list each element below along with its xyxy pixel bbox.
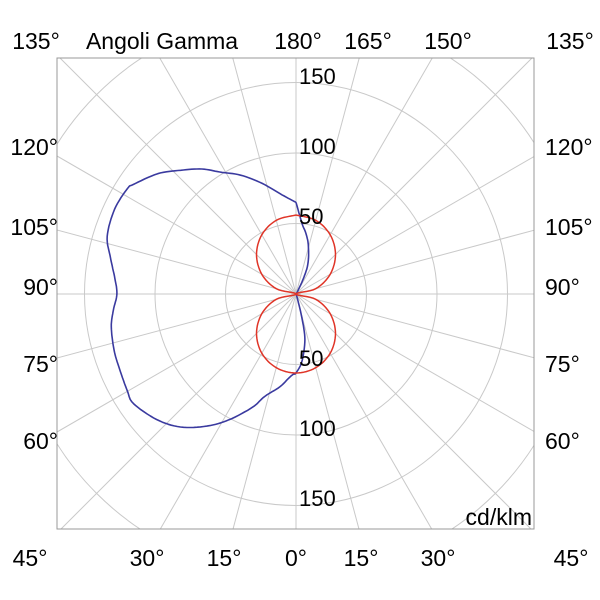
gamma-label-right-105: 105° <box>545 214 593 240</box>
gamma-label-bottom-corner-right: 45° <box>553 545 589 571</box>
gamma-label-bottom-15-left: 15° <box>206 545 242 571</box>
gamma-label-left-90: 90° <box>23 274 58 300</box>
radial-tick-100-down: 100 <box>299 416 336 441</box>
gamma-label-left-75: 75° <box>23 351 58 377</box>
gamma-label-right-75: 75° <box>545 351 580 377</box>
radial-tick-150-up: 150 <box>299 64 336 89</box>
gamma-label-top-corner-left: 135° <box>12 28 60 54</box>
gamma-label-bottom-0: 0° <box>285 545 307 571</box>
radial-tick-100-up: 100 <box>299 134 336 159</box>
gamma-label-bottom-30-left: 30° <box>129 545 165 571</box>
gamma-label-right-90: 90° <box>545 274 580 300</box>
gamma-label-right-60: 60° <box>545 428 580 454</box>
gamma-label-bottom-15-right: 15° <box>343 545 379 571</box>
gamma-label-top-150: 150° <box>424 28 472 54</box>
gamma-label-right-120: 120° <box>545 134 593 160</box>
gamma-label-bottom-30-right: 30° <box>420 545 456 571</box>
gamma-label-top-180: 180° <box>274 28 322 54</box>
chart-title: Angoli Gamma <box>85 28 239 54</box>
radial-tick-150-down: 150 <box>299 486 336 511</box>
gamma-label-top-corner-right: 135° <box>546 28 594 54</box>
gamma-label-left-120: 120° <box>10 134 58 160</box>
radial-tick-50-down: 50 <box>299 346 324 371</box>
gamma-label-left-105: 105° <box>10 214 58 240</box>
gamma-label-bottom-corner-left: 45° <box>12 545 48 571</box>
unit-label: cd/klm <box>465 504 532 530</box>
gamma-label-top-165: 165° <box>344 28 392 54</box>
radial-tick-50-up: 50 <box>299 204 324 229</box>
gamma-label-left-60: 60° <box>23 428 58 454</box>
